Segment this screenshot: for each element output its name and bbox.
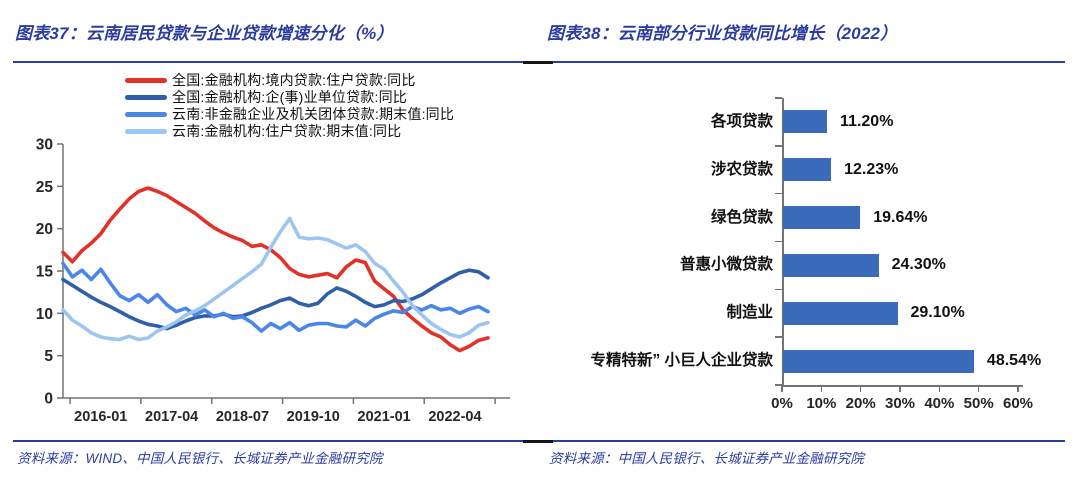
line-chart-legend: 全国:金融机构:境内贷款:住户贷款:同比 全国:金融机构:企(事)业单位贷款:同比… bbox=[125, 72, 454, 140]
bar-x-tick bbox=[938, 386, 941, 392]
y-tick-label: 0 bbox=[44, 391, 53, 408]
legend-item-label: 云南:金融机构:住户贷款:期末值:同比 bbox=[172, 123, 402, 139]
bar-category-tick bbox=[775, 192, 782, 195]
bar-value-label: 19.64% bbox=[873, 208, 928, 226]
bar-x-tick-label: 30% bbox=[884, 395, 916, 412]
x-tick-label: 2016-01 bbox=[74, 409, 127, 425]
bar-x-tick bbox=[859, 386, 862, 392]
bar-x-tick-label: 20% bbox=[845, 395, 876, 412]
bar-x-tick bbox=[1017, 386, 1019, 392]
bar-x-axis bbox=[782, 385, 1023, 387]
figure-37: 图表37：云南居民贷款与企业贷款增速分化（%） 全国:金融机构:境内贷款:住户贷… bbox=[13, 10, 529, 480]
bar-category-tick bbox=[775, 97, 782, 99]
legend-line-swatch bbox=[125, 78, 167, 83]
legend-item: 云南:金融机构:住户贷款:期末值:同比 bbox=[125, 123, 454, 140]
bar-x-tick bbox=[977, 386, 980, 392]
bar bbox=[783, 206, 861, 230]
bar-y-axis bbox=[782, 98, 784, 385]
y-tick-label: 25 bbox=[36, 179, 54, 196]
legend-line-swatch bbox=[125, 95, 167, 100]
y-tick-label: 30 bbox=[36, 137, 53, 154]
line-chart-svg: 0 5 10 15 20 25 30 2016-01 2017-04 2018-07 2019-10… bbox=[36, 137, 510, 425]
rule-joint-bottom bbox=[523, 440, 553, 443]
bar-value-label: 12.23% bbox=[844, 160, 899, 178]
x-tick-label: 2018-07 bbox=[216, 409, 269, 425]
legend-item: 全国:金融机构:境内贷款:住户贷款:同比 bbox=[125, 72, 454, 89]
bar-x-tick bbox=[781, 386, 783, 392]
legend-item-label: 全国:金融机构:境内贷款:住户贷款:同比 bbox=[172, 72, 416, 88]
bar-category-tick bbox=[775, 336, 782, 338]
bar-category-tick bbox=[775, 288, 782, 291]
line-series bbox=[61, 268, 490, 331]
bar bbox=[783, 349, 974, 373]
x-tick-label: 2019-10 bbox=[287, 409, 340, 425]
bar bbox=[783, 158, 832, 182]
bar-x-tick-label: 40% bbox=[924, 395, 955, 412]
figure-37-title-rule bbox=[13, 61, 529, 63]
bar-chart: 各项贷款 11.20% 涉农贷款 12.23% 绿色贷款 19.64% 普惠小微贷款 24.3… bbox=[545, 90, 1067, 425]
bar-category-label: 普惠小微贷款 bbox=[679, 256, 773, 274]
y-tick-label: 5 bbox=[44, 348, 53, 365]
legend-item: 全国:金融机构:企(事)业单位贷款:同比 bbox=[125, 89, 454, 106]
bar bbox=[783, 110, 828, 134]
bar-category-label: 涉农贷款 bbox=[710, 160, 773, 178]
bar-category-label: 各项贷款 bbox=[710, 112, 773, 130]
bar-category-tick bbox=[775, 145, 782, 147]
bar-x-tick-label: 0% bbox=[771, 395, 793, 412]
figure-38-source-rule bbox=[545, 440, 1065, 442]
y-tick-label: 20 bbox=[36, 221, 53, 238]
bar-value-label: 48.54% bbox=[986, 352, 1042, 370]
line-series bbox=[61, 261, 490, 333]
figure-38-title: 图表38：云南部分行业贷款同比增长（2022） bbox=[547, 24, 898, 43]
figure-37-source-rule bbox=[13, 440, 529, 442]
x-tick-label: 2017-04 bbox=[145, 409, 198, 425]
rule-joint-top bbox=[523, 61, 553, 64]
legend-item-label: 云南:非金融企业及机关团体贷款:期末值:同比 bbox=[172, 106, 455, 122]
bar bbox=[783, 253, 879, 277]
figure-38: 图表38：云南部分行业贷款同比增长（2022） 各项贷款 11.20% 涉农贷款 12… bbox=[545, 10, 1065, 480]
bar-x-tick bbox=[820, 386, 823, 392]
legend-line-swatch bbox=[125, 112, 167, 117]
x-tick-label: 2021-01 bbox=[358, 409, 411, 425]
bar-x-tick bbox=[899, 386, 901, 392]
legend-item-label: 全国:金融机构:企(事)业单位贷款:同比 bbox=[172, 89, 407, 105]
figure-37-source: 资料来源：WIND、中国人民银行、长城证券产业金融研究院 bbox=[17, 451, 383, 466]
line-series bbox=[61, 216, 490, 342]
legend-item: 云南:非金融企业及机关团体贷款:期末值:同比 bbox=[125, 106, 454, 123]
y-tick-label: 10 bbox=[36, 306, 53, 323]
legend-line-swatch bbox=[125, 129, 167, 134]
bar-category-label: 专精特新” 小巨人企业贷款 bbox=[590, 352, 773, 370]
bar-value-label: 11.20% bbox=[840, 112, 894, 130]
figure-38-source: 资料来源：中国人民银行、长城证券产业金融研究院 bbox=[549, 451, 865, 466]
bar-category-label: 绿色贷款 bbox=[710, 208, 773, 226]
bar-category-tick bbox=[775, 384, 782, 386]
bar-x-tick-label: 50% bbox=[963, 395, 994, 412]
bar-value-label: 29.10% bbox=[910, 304, 965, 322]
bar-x-tick-label: 60% bbox=[1002, 395, 1034, 412]
bar-value-label: 24.30% bbox=[891, 256, 946, 274]
bar-category-tick bbox=[775, 240, 782, 243]
bar-x-tick-label: 10% bbox=[806, 395, 837, 412]
line-series bbox=[61, 186, 490, 353]
figure-38-title-rule bbox=[545, 61, 1065, 63]
bar-category-label: 制造业 bbox=[726, 304, 773, 322]
x-tick-label: 2022-04 bbox=[428, 409, 481, 425]
line-chart: 0 5 10 15 20 25 30 2016-01 2017-04 2018-07 2019-10… bbox=[13, 133, 529, 435]
y-tick-label: 15 bbox=[36, 264, 54, 281]
figure-37-title: 图表37：云南居民贷款与企业贷款增速分化（%） bbox=[15, 24, 394, 43]
bar bbox=[783, 301, 898, 325]
